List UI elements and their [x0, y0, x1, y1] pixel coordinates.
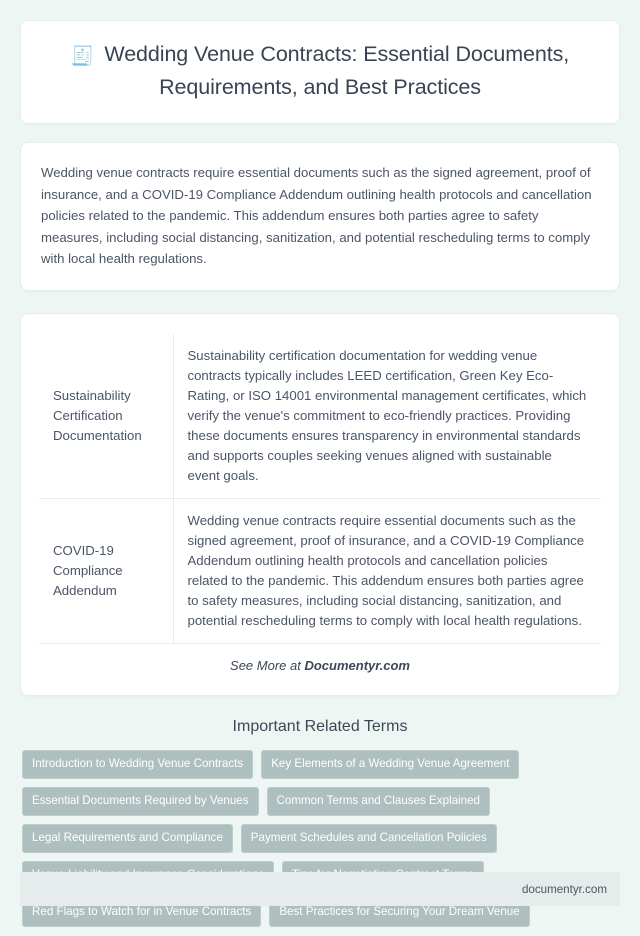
- title-card: 🧾 Wedding Venue Contracts: Essential Docu…: [20, 20, 620, 124]
- footer-site-name: documentyr.com: [521, 882, 607, 896]
- term-cell: Sustainability Certification Documentati…: [39, 333, 174, 499]
- page-title: 🧾 Wedding Venue Contracts: Essential Docu…: [47, 39, 593, 103]
- related-term-chip[interactable]: Introduction to Wedding Venue Contracts: [22, 749, 254, 779]
- related-term-chip[interactable]: Legal Requirements and Compliance: [22, 823, 233, 853]
- definitions-card: Sustainability Certification Documentati…: [20, 312, 620, 696]
- receipt-icon: 🧾: [70, 46, 95, 67]
- definition-cell: Wedding venue contracts require essentia…: [173, 498, 601, 644]
- definitions-table: Sustainability Certification Documentati…: [39, 333, 601, 644]
- table-row: Sustainability Certification Documentati…: [39, 333, 601, 499]
- see-more-link[interactable]: Documentyr.com: [304, 657, 410, 673]
- related-term-chip[interactable]: Key Elements of a Wedding Venue Agreemen…: [261, 749, 520, 779]
- table-row: COVID-19 Compliance Addendum Wedding ven…: [39, 498, 601, 644]
- term-cell: COVID-19 Compliance Addendum: [39, 498, 174, 644]
- related-term-chip[interactable]: Common Terms and Clauses Explained: [266, 786, 490, 816]
- description-card: Wedding venue contracts require essentia…: [20, 142, 620, 291]
- description-text: Wedding venue contracts require essentia…: [41, 165, 592, 266]
- related-term-chip[interactable]: Payment Schedules and Cancellation Polic…: [240, 823, 497, 853]
- footer-bar: documentyr.com: [20, 872, 620, 906]
- related-terms-heading: Important Related Terms: [232, 717, 408, 735]
- see-more-prefix: See More at: [230, 657, 305, 673]
- definition-cell: Sustainability certification documentati…: [173, 333, 601, 499]
- page-title-text: Wedding Venue Contracts: Essential Docum…: [104, 42, 570, 99]
- see-more-line: See More at Documentyr.com: [39, 644, 601, 683]
- related-term-chip[interactable]: Essential Documents Required by Venues: [22, 786, 259, 816]
